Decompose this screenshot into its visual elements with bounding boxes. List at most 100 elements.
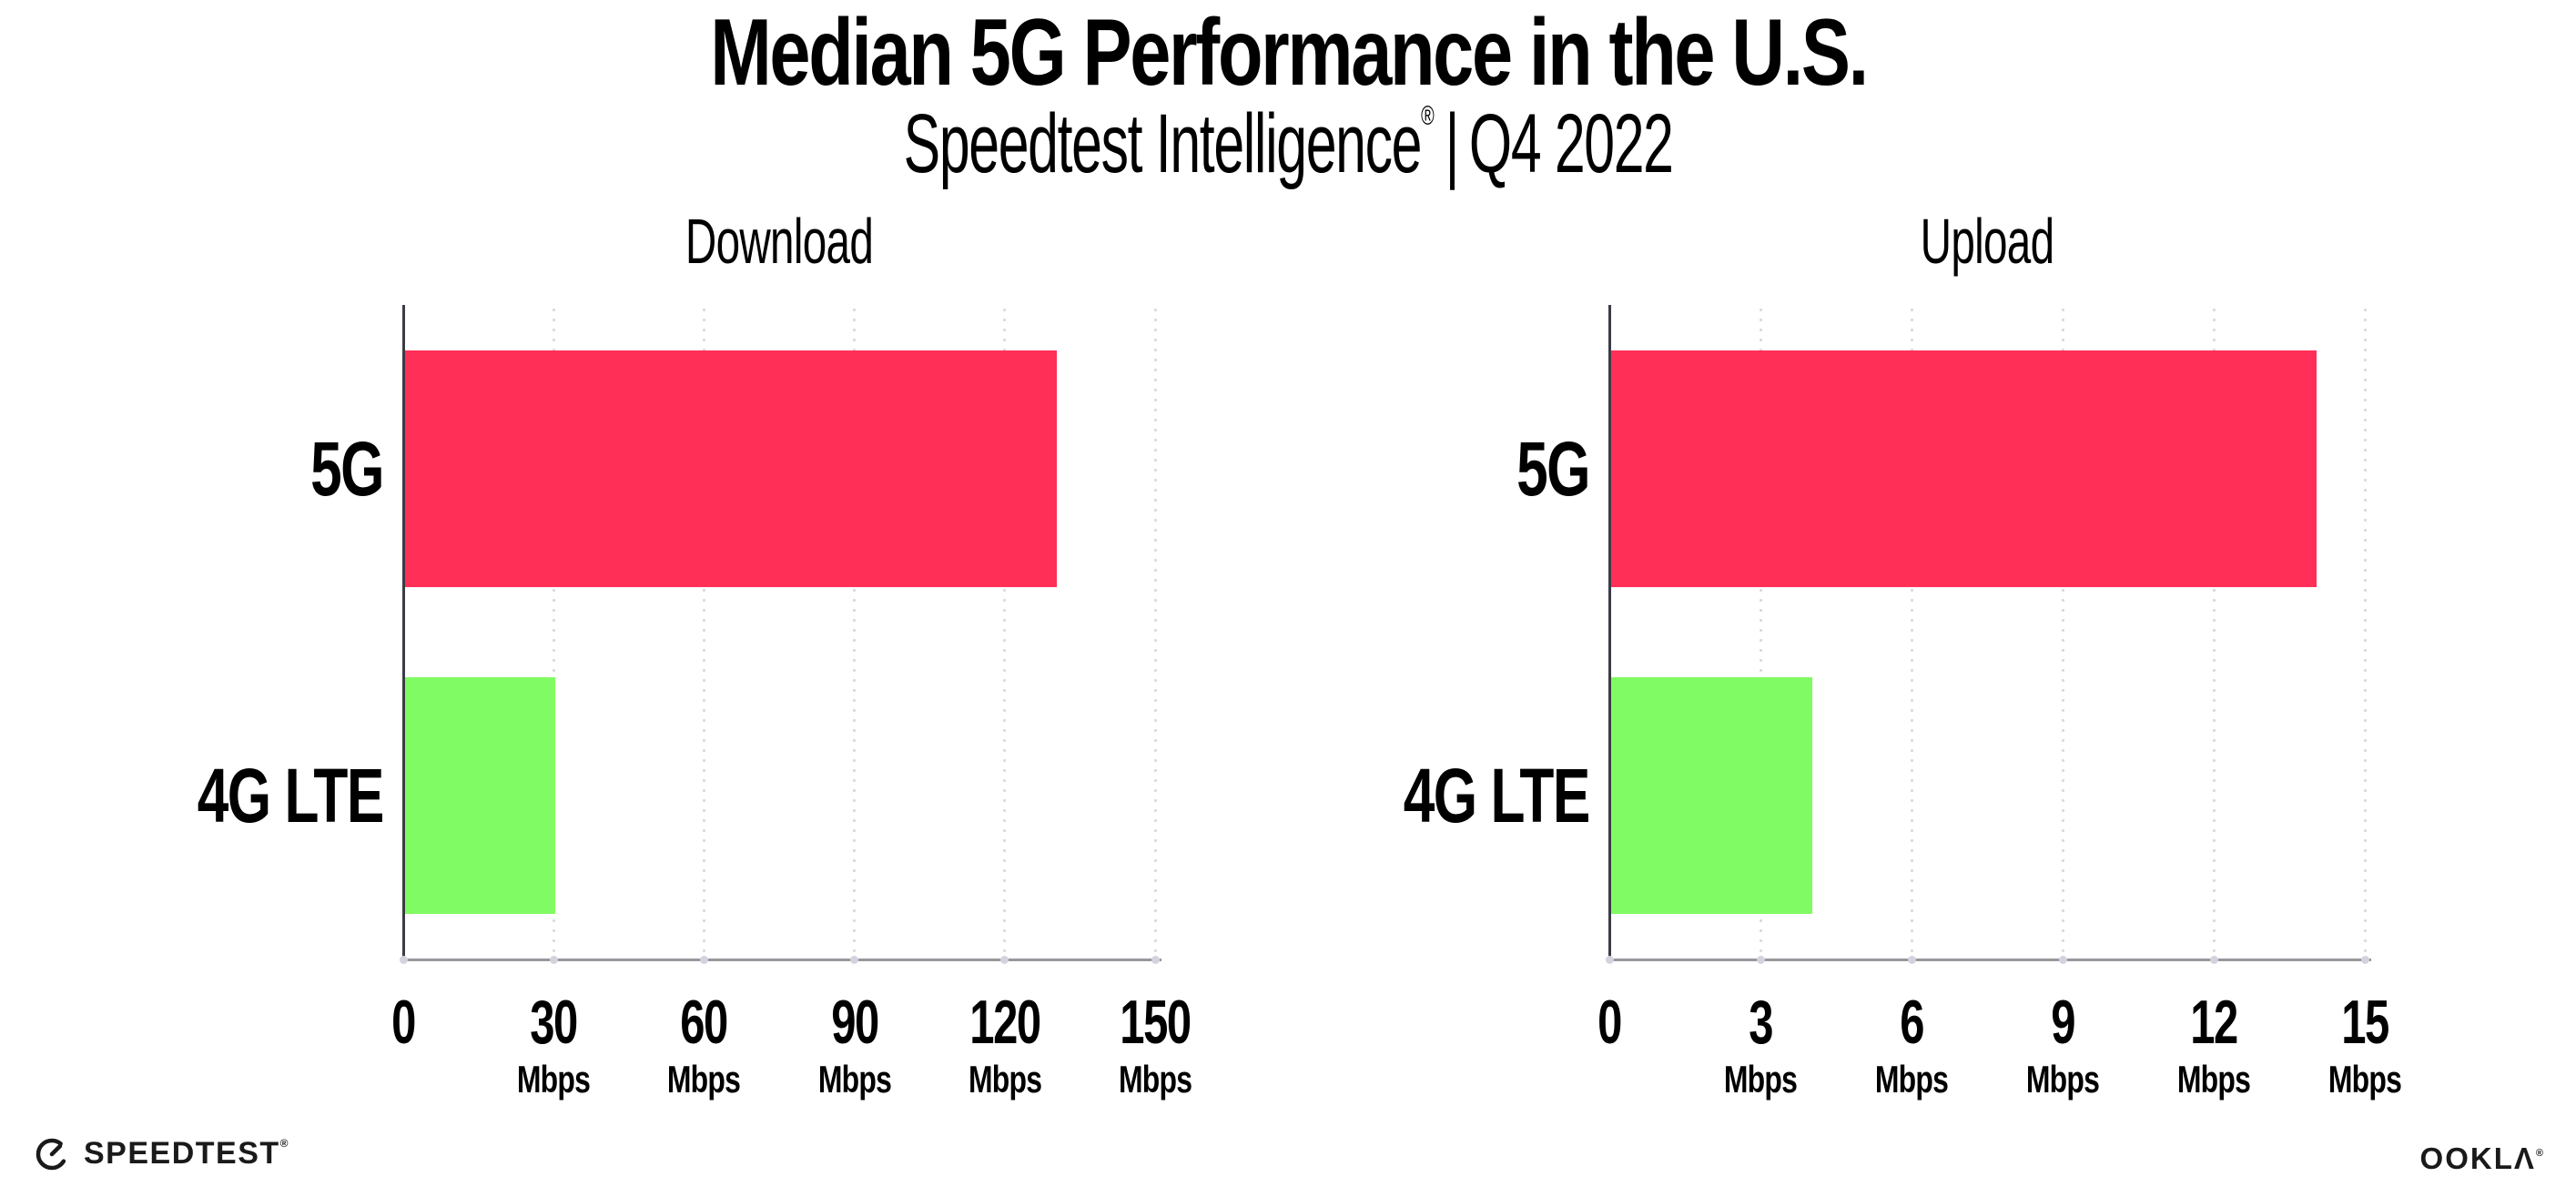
x-tick-label-12: 12 Mbps — [2165, 991, 2262, 1099]
x-tick-label-150: 150 Mbps — [1106, 991, 1203, 1099]
gauge-icon — [35, 1138, 68, 1171]
subtitle-separator: | — [1445, 97, 1459, 190]
x-tick-value-text: 6 — [1900, 988, 1924, 1057]
x-tick-value-text: 150 — [1120, 988, 1192, 1057]
gridline-12 — [2212, 305, 2216, 959]
gridline-3 — [1759, 305, 1762, 959]
bar-4g-lte — [1611, 676, 1813, 914]
gridline-30 — [552, 305, 555, 959]
y-axis-line — [1608, 305, 1611, 961]
x-tick-value: 12 — [2165, 991, 2262, 1053]
page-title: Median 5G Performance in the U.S. — [0, 5, 2576, 100]
page-subtitle: Speedtest Intelligence® | Q4 2022 — [0, 102, 2576, 186]
x-axis-line — [402, 959, 1161, 961]
x-tick-unit: Mbps — [806, 1060, 903, 1099]
x-tick-unit: Mbps — [505, 1060, 602, 1099]
x-tick-value-text: 9 — [2051, 988, 2075, 1057]
x-tick-unit: Mbps — [1712, 1060, 1809, 1099]
x-tick-label-6: 6 Mbps — [1863, 991, 1960, 1099]
x-tick-label-120: 120 Mbps — [956, 991, 1053, 1099]
x-tick-unit: Mbps — [1106, 1060, 1203, 1099]
x-tick-value: 60 — [656, 991, 753, 1053]
x-tick-label-30: 30 Mbps — [505, 991, 602, 1099]
chart-title-upload: Upload — [1889, 209, 2085, 273]
x-tick-value-text: 90 — [830, 988, 879, 1057]
x-tick-value-text: 0 — [391, 988, 416, 1057]
bar-4g-lte — [405, 676, 556, 914]
gridline-120 — [1003, 305, 1007, 959]
axis-tick-dot-6 — [1907, 956, 1916, 964]
axis-tick-dot-90 — [850, 956, 859, 964]
gridline-6 — [1910, 305, 1913, 959]
chart-title-text: Download — [685, 206, 874, 277]
x-tick-unit: Mbps — [2014, 1060, 2111, 1099]
subtitle-brand: Speedtest Intelligence — [903, 97, 1423, 190]
ookla-wordmark: OOKLΛ — [2419, 1141, 2536, 1175]
x-tick-value-text: 60 — [680, 988, 729, 1057]
category-label-5g: 5G — [19, 425, 384, 512]
y-axis-line — [402, 305, 405, 961]
chart-title-download: Download — [641, 209, 917, 273]
ookla-logo: OOKLΛ® — [2420, 1141, 2545, 1176]
x-tick-label-3: 3 Mbps — [1712, 991, 1809, 1099]
x-tick-unit-text: Mbps — [1874, 1058, 1949, 1101]
gridline-90 — [853, 305, 857, 959]
x-tick-unit: Mbps — [1863, 1060, 1960, 1099]
x-tick-label-90: 90 Mbps — [806, 991, 903, 1099]
x-tick-value: 0 — [1593, 991, 1626, 1053]
x-tick-unit: Mbps — [956, 1060, 1053, 1099]
x-tick-unit: Mbps — [2317, 1060, 2413, 1099]
x-tick-label-60: 60 Mbps — [656, 991, 753, 1099]
x-tick-label-15: 15 Mbps — [2317, 991, 2413, 1099]
axis-tick-dot-30 — [549, 956, 558, 964]
axis-tick-dot-120 — [1000, 956, 1009, 964]
chart-title-text: Upload — [1920, 206, 2054, 277]
x-tick-unit: Mbps — [2165, 1060, 2262, 1099]
gridline-60 — [702, 305, 705, 959]
speedtest-wordmark: SPEEDTEST® — [84, 1135, 290, 1171]
x-tick-value: 3 — [1712, 991, 1809, 1053]
axis-tick-dot-0 — [399, 956, 408, 964]
axis-tick-dot-9 — [2058, 956, 2067, 964]
x-tick-unit-text: Mbps — [1118, 1058, 1192, 1101]
gridline-9 — [2061, 305, 2064, 959]
x-tick-value-text: 15 — [2341, 988, 2389, 1057]
x-tick-value-text: 120 — [969, 988, 1041, 1057]
x-tick-value-text: 3 — [1749, 988, 1773, 1057]
x-tick-value: 15 — [2317, 991, 2413, 1053]
ookla-registered-mark: ® — [2535, 1148, 2545, 1159]
x-tick-unit-text: Mbps — [817, 1058, 891, 1101]
x-tick-value: 30 — [505, 991, 602, 1053]
x-tick-unit-text: Mbps — [667, 1058, 741, 1101]
subtitle-period: Q4 2022 — [1468, 97, 1674, 190]
x-tick-label-9: 9 Mbps — [2014, 991, 2111, 1099]
x-tick-unit-text: Mbps — [517, 1058, 591, 1101]
axis-tick-dot-0 — [1605, 956, 1614, 964]
x-tick-label-0: 0 — [1593, 991, 1626, 1053]
x-tick-unit-text: Mbps — [2176, 1058, 2251, 1101]
x-axis-line — [1608, 959, 2371, 961]
axis-tick-dot-15 — [2360, 956, 2369, 964]
category-label-4g-lte: 4G LTE — [1225, 752, 1591, 838]
registered-trademark-symbol: ® — [1420, 101, 1435, 131]
x-tick-label-0: 0 — [387, 991, 420, 1053]
x-tick-unit: Mbps — [656, 1060, 753, 1099]
category-label-text: 5G — [1516, 425, 1590, 512]
speedtest-logo: SPEEDTEST® — [33, 1134, 289, 1172]
bar-5g — [405, 350, 1057, 587]
x-tick-unit-text: Mbps — [2025, 1058, 2100, 1101]
category-label-4g-lte: 4G LTE — [19, 757, 385, 834]
x-tick-value: 90 — [806, 991, 903, 1053]
x-tick-unit-text: Mbps — [2328, 1058, 2402, 1101]
gridline-150 — [1153, 305, 1157, 959]
x-tick-value: 120 — [956, 991, 1053, 1053]
category-label-text: 5G — [310, 425, 384, 512]
x-tick-value: 9 — [2014, 991, 2111, 1053]
x-tick-value: 6 — [1863, 991, 1960, 1053]
x-tick-value-text: 30 — [530, 988, 578, 1057]
category-label-text: 4G LTE — [1403, 752, 1591, 838]
speedtest-registered-mark: ® — [279, 1136, 290, 1150]
bar-5g — [1611, 350, 2317, 587]
axis-tick-dot-3 — [1756, 956, 1765, 964]
x-tick-value-text: 0 — [1597, 988, 1622, 1057]
